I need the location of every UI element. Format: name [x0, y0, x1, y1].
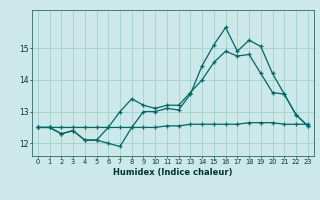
- X-axis label: Humidex (Indice chaleur): Humidex (Indice chaleur): [113, 168, 233, 177]
